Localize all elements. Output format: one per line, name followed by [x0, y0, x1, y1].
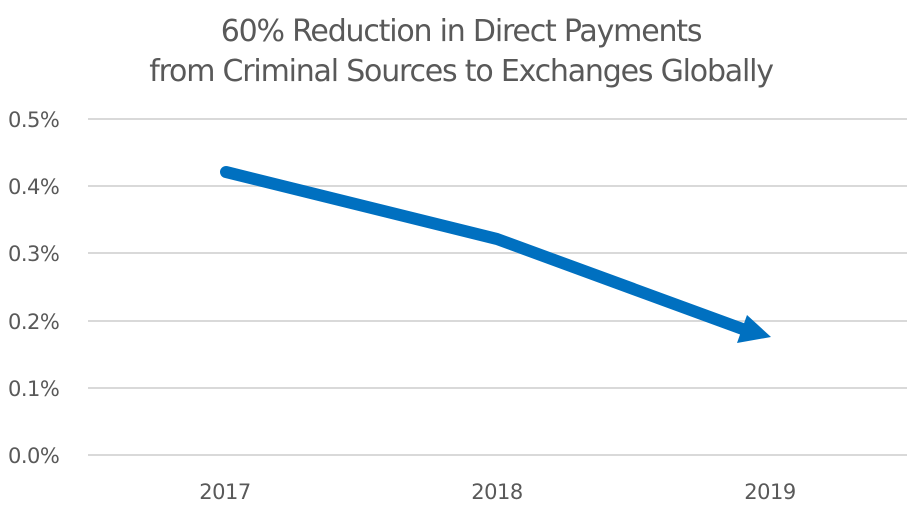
data-series [220, 166, 771, 343]
series-line [220, 166, 754, 337]
x-tick-label: 2019 [744, 480, 795, 504]
gridlines [88, 118, 907, 456]
y-tick-label: 0.2% [8, 310, 59, 334]
y-tick-label: 0.0% [8, 444, 59, 468]
chart-title-line-2: from Criminal Sources to Exchanges Globa… [149, 54, 774, 89]
y-tick-label: 0.5% [8, 108, 59, 132]
y-axis-labels: 0.5% 0.4% 0.3% 0.2% 0.1% 0.0% [8, 108, 60, 468]
y-tick-label: 0.4% [8, 175, 59, 199]
x-tick-label: 2018 [471, 480, 522, 504]
chart-title-line-1: 60% Reduction in Direct Payments [220, 14, 703, 49]
arrowhead-icon [737, 315, 771, 343]
x-tick-label: 2017 [199, 480, 250, 504]
y-tick-label: 0.1% [8, 377, 59, 401]
y-tick-label: 0.3% [8, 242, 59, 266]
x-axis-labels: 2017 2018 2019 [199, 480, 796, 504]
chart-title: 60% Reduction in Direct Payments from Cr… [0, 12, 922, 92]
